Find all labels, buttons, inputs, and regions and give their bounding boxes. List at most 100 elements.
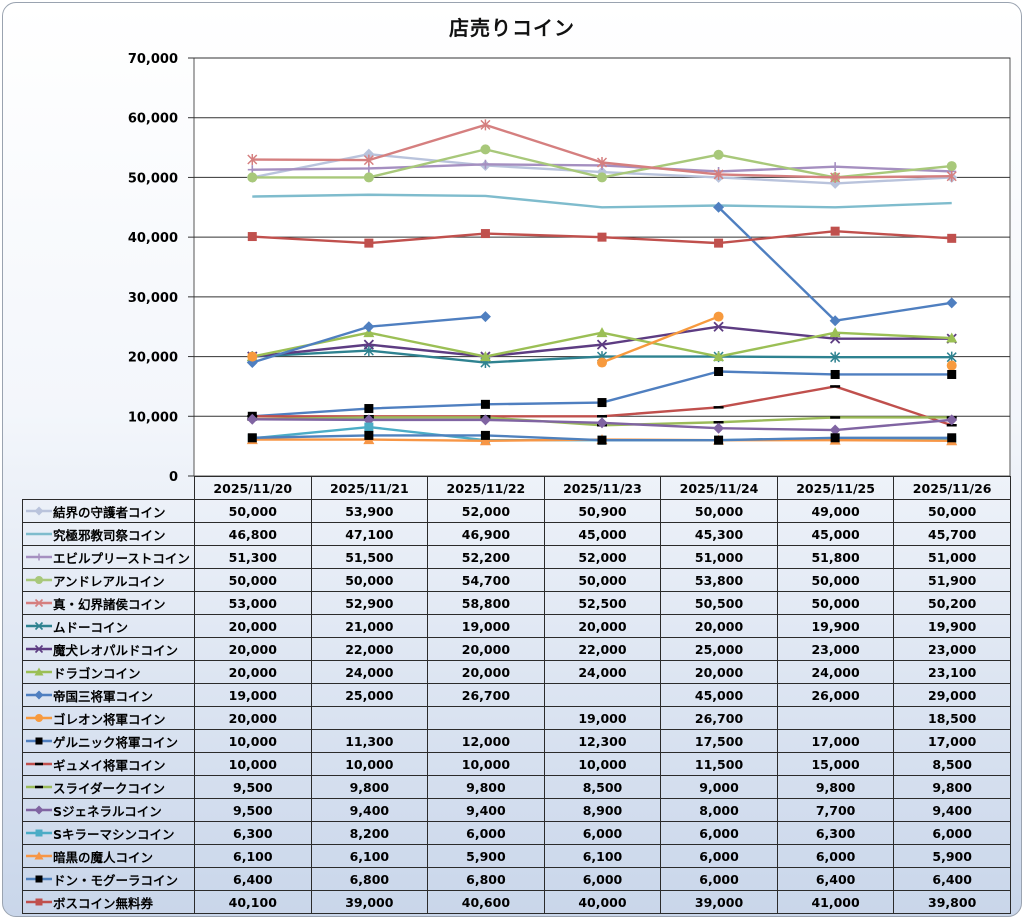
value-cell: 6,100 [310,844,429,868]
value-cell: 24,000 [310,660,429,684]
value-cell: 45,000 [543,522,662,546]
series-name: 帝国三将軍コイン [53,688,154,704]
value-cell: 52,000 [427,499,545,523]
value-cell [427,706,545,730]
value-cell: 9,400 [427,798,545,822]
value-cell: 6,000 [543,867,662,891]
legend-marker [34,690,44,700]
legend-key [26,737,52,745]
value-cell: 9,500 [194,798,312,822]
y-tick-label: 60,000 [128,112,178,127]
data-point [596,417,608,429]
series-label-cell: ドン・モグーラコイン [22,867,195,891]
legend-key [26,898,52,906]
table-row: 真・幻界諸侯コイン 53,000 52,900 58,800 52,500 50,500 5… [22,591,1011,615]
value-cell: 5,900 [427,844,545,868]
data-table: 2025/11/20 2025/11/21 2025/11/22 2025/11/23… [22,476,1011,914]
series-name: 真・幻界諸侯コイン [53,596,166,612]
value-cell: 50,000 [543,568,662,592]
series-name: ドン・モグーラコイン [53,872,179,888]
legend-key [26,805,52,815]
data-point [364,404,374,414]
table-row: 暗黒の魔人コイン 6,100 6,100 5,900 6,100 6,000 6,000 5,… [22,844,1011,868]
legend-key [26,875,52,883]
value-cell: 9,400 [310,798,429,822]
data-point [597,232,607,242]
value-cell: 9,400 [893,798,1011,822]
series-label-cell: 帝国三将軍コイン [22,683,195,707]
value-cell: 6,000 [660,867,778,891]
legend-marker [34,667,44,676]
legend-key [26,506,52,516]
data-point [830,171,841,183]
legend-marker [34,644,44,654]
value-cell: 47,100 [310,522,429,546]
value-cell: 20,000 [194,706,312,730]
series-name: ボスコイン無料券 [53,895,154,911]
legend-key-marker [34,805,44,815]
data-point [247,232,257,242]
data-point [597,357,607,368]
value-cell: 40,600 [427,890,545,914]
value-cell: 19,000 [427,614,545,638]
value-cell: 10,000 [310,752,429,776]
legend-key-marker [35,737,43,745]
data-point [947,233,957,243]
value-cell: 11,300 [310,729,429,753]
value-cell: 41,000 [776,890,895,914]
series-label-cell: Sジェネラルコイン [22,798,195,822]
data-point [713,351,725,362]
legend-marker [35,898,43,906]
value-cell: 8,500 [543,775,662,799]
value-cell: 51,500 [310,545,429,569]
value-cell: 20,000 [543,614,662,638]
y-tick-label: 50,000 [128,171,178,186]
category-header: 2025/11/23 [543,476,662,500]
value-cell: 5,900 [893,844,1011,868]
value-cell: 12,000 [427,729,545,753]
value-cell: 45,000 [660,683,778,707]
legend-key [26,644,52,654]
legend-key [26,714,52,722]
data-point [364,430,374,440]
value-cell: 50,000 [194,499,312,523]
value-cell: 51,900 [893,568,1011,592]
data-point [830,351,841,363]
value-cell: 50,000 [660,499,778,523]
legend-key [26,785,52,789]
value-cell: 6,100 [194,844,312,868]
data-point [596,157,608,168]
data-point [479,351,491,362]
value-cell: 9,800 [893,775,1011,799]
series-label-cell: スライダークコイン [22,775,195,799]
data-point [363,339,374,350]
category-header: 2025/11/22 [427,476,545,500]
legend-key-marker [35,829,43,837]
series-label-cell: ゲルニック将軍コイン [22,729,195,753]
value-cell: 45,300 [660,522,778,546]
y-tick-label: 10,000 [128,410,178,425]
value-cell: 6,000 [660,821,778,845]
value-cell: 21,000 [310,614,429,638]
legend-key-marker [34,506,44,516]
series-label-cell: ドラゴンコイン [22,660,195,684]
value-cell: 8,000 [660,798,778,822]
table-row: 結界の守護者コイン 50,000 53,900 52,000 50,900 50,000 4… [22,499,1011,523]
value-cell: 22,000 [543,637,662,661]
data-point [480,119,491,131]
legend-key [26,690,52,700]
series-label-cell: 暗黒の魔人コイン [22,844,195,868]
legend-key [26,762,52,766]
data-point [247,154,258,166]
value-cell: 50,000 [893,499,1011,523]
table-row: スライダークコイン 9,500 9,800 9,800 8,500 9,000 9,800 9… [22,775,1011,799]
table-row: ドン・モグーラコイン 6,400 6,800 6,800 6,000 6,000 6,400… [22,867,1011,891]
value-cell: 10,000 [543,752,662,776]
series-line [252,193,952,209]
value-cell: 53,000 [194,591,312,615]
table-row: 帝国三将軍コイン 19,000 25,000 26,700 45,000 26,000 29… [22,683,1011,707]
data-point [247,172,258,183]
category-header: 2025/11/20 [194,476,312,500]
legend-key-marker [34,851,44,860]
value-cell: 53,800 [660,568,778,592]
